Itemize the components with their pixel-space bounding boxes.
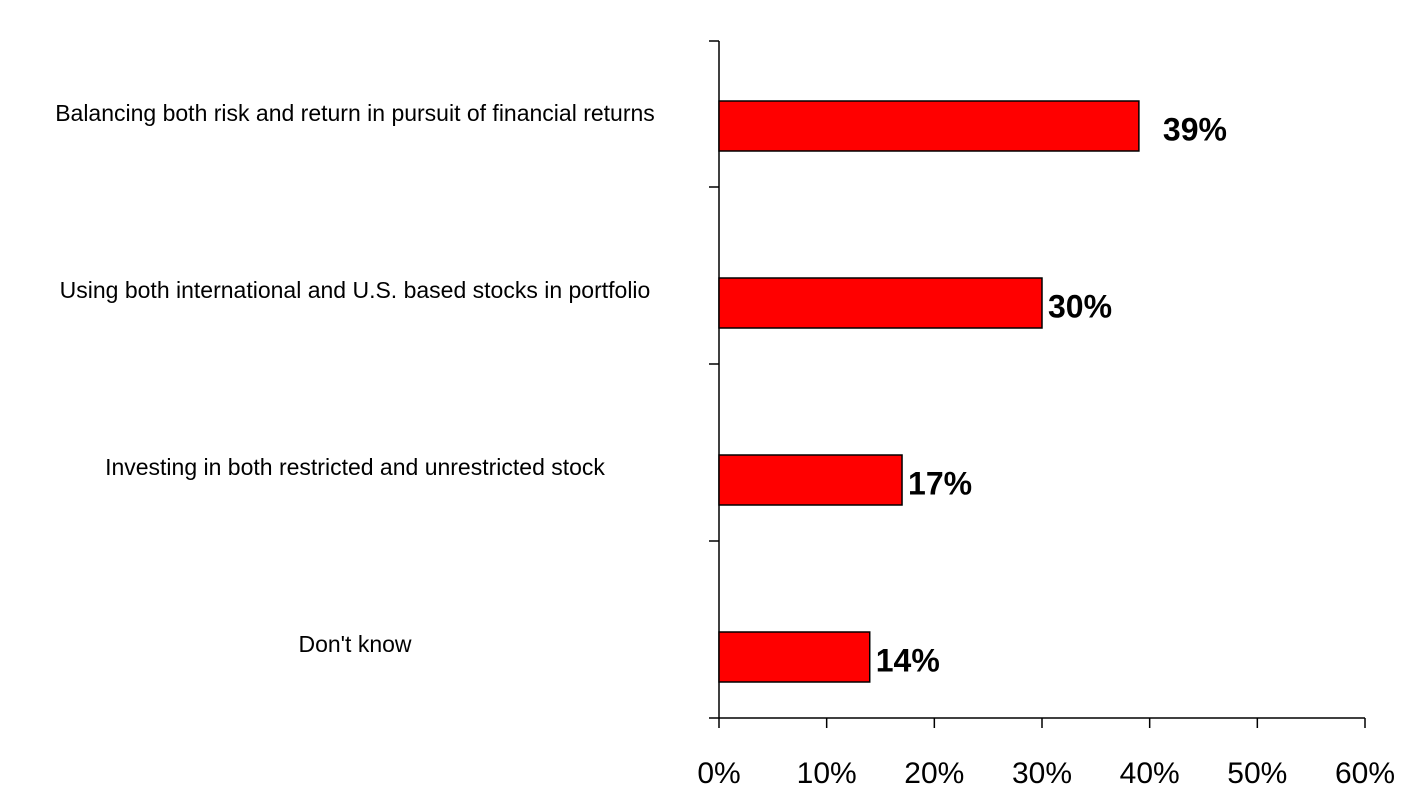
category-label-box: Don't know (298, 631, 412, 657)
x-tick-label: 0% (697, 757, 740, 790)
category-label-box: Balancing both risk and return in pursui… (55, 100, 655, 126)
x-tick-label: 20% (904, 757, 964, 790)
bar (718, 100, 1140, 152)
x-tick-label: 60% (1335, 757, 1395, 790)
category-label: Using both international and U.S. based … (59, 277, 651, 303)
value-label: 17% (908, 465, 972, 501)
bar (718, 454, 903, 506)
category-label: Don't know (298, 631, 412, 657)
category-label-box: Using both international and U.S. based … (59, 277, 651, 303)
category-label: Investing in both restricted and unrestr… (105, 454, 605, 480)
bar (718, 631, 871, 683)
value-label: 39% (1163, 111, 1227, 147)
category-label: Balancing both risk and return in pursui… (55, 100, 655, 126)
x-tick-label: 40% (1120, 757, 1180, 790)
value-label: 30% (1048, 288, 1112, 324)
x-tick-label: 10% (797, 757, 857, 790)
value-label: 14% (876, 642, 940, 678)
x-tick-label: 50% (1227, 757, 1287, 790)
bar (718, 277, 1043, 329)
x-tick-label: 30% (1012, 757, 1072, 790)
category-label-box: Investing in both restricted and unrestr… (105, 454, 605, 480)
